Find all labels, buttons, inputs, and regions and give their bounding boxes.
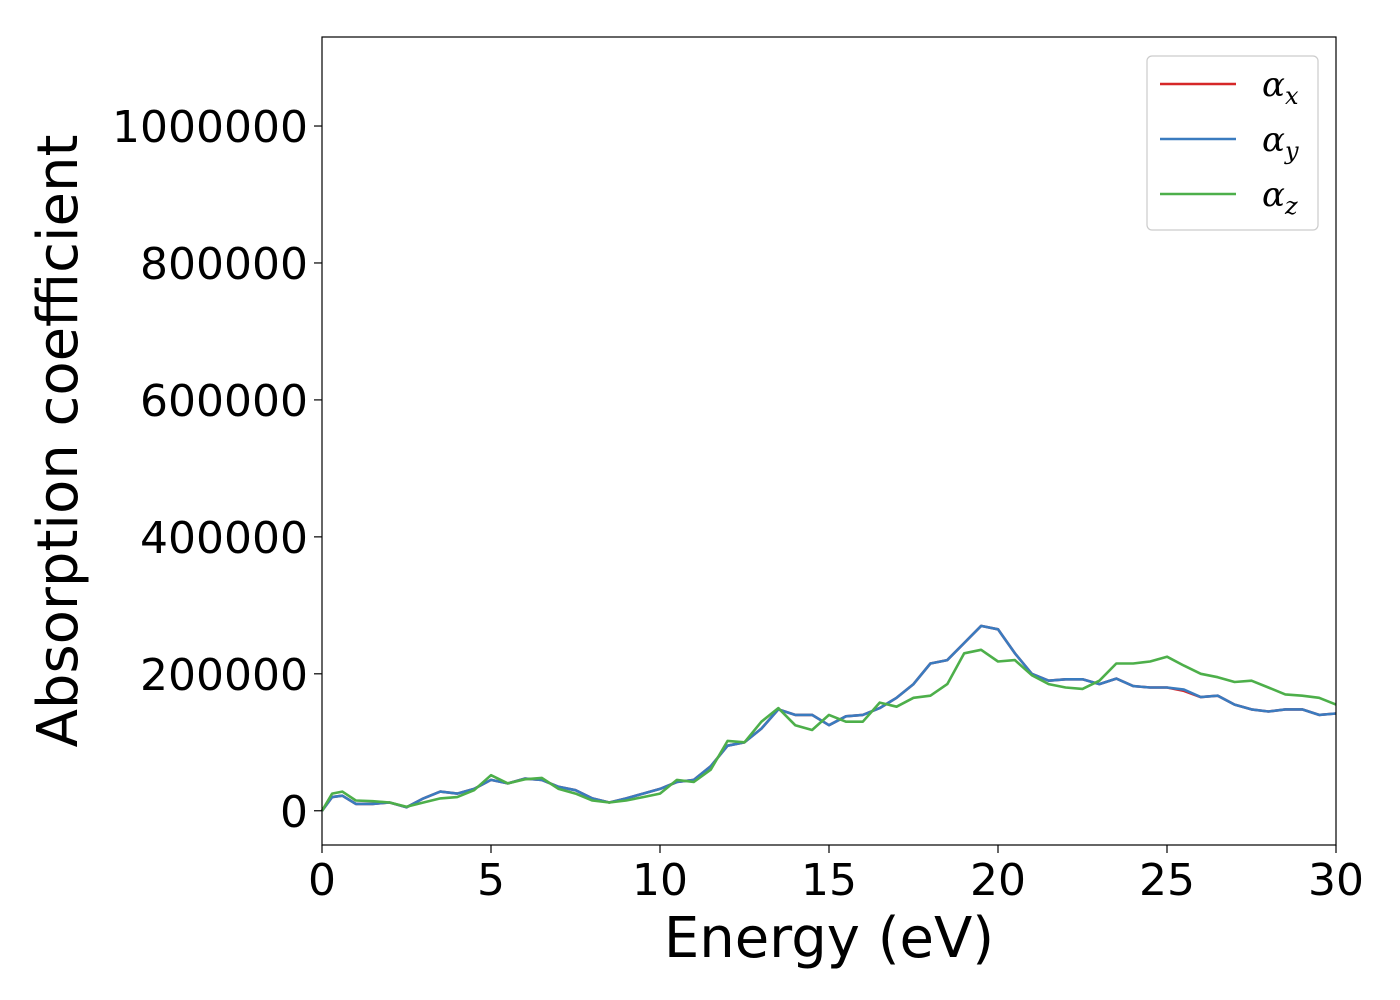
series-line-y bbox=[320, 624, 1337, 812]
legend-label-x: αx bbox=[1262, 65, 1299, 110]
x-tick-label: 30 bbox=[1308, 855, 1364, 906]
x-tick-label: 20 bbox=[970, 855, 1026, 906]
series-line-x bbox=[320, 624, 1337, 812]
y-tick-label: 1000000 bbox=[112, 102, 308, 153]
y-axis: 0 200000 400000 600000 800000 1000000 bbox=[112, 102, 322, 838]
y-tick-label: 200000 bbox=[140, 650, 308, 701]
series-line-z bbox=[320, 648, 1337, 812]
y-tick-label: 600000 bbox=[140, 376, 308, 427]
x-tick-label: 10 bbox=[632, 855, 688, 906]
x-tick-label: 5 bbox=[477, 855, 505, 906]
y-tick-label: 0 bbox=[280, 787, 308, 838]
legend-label-z: αz bbox=[1262, 175, 1298, 220]
y-tick-label: 800000 bbox=[140, 239, 308, 290]
legend-items: αx αy αz bbox=[1160, 65, 1299, 220]
x-axis: 0 5 10 15 20 25 30 bbox=[308, 845, 1364, 906]
legend-label-y: αy bbox=[1262, 120, 1299, 165]
x-tick-label: 25 bbox=[1139, 855, 1195, 906]
legend: αx αy αz bbox=[1146, 55, 1319, 231]
y-axis-title: Absorption coefficient bbox=[26, 135, 91, 748]
y-tick-label: 400000 bbox=[140, 513, 308, 564]
x-tick-label: 0 bbox=[308, 855, 336, 906]
legend-box bbox=[1146, 55, 1319, 231]
x-axis-title: Energy (eV) bbox=[664, 906, 994, 971]
x-tick-label: 15 bbox=[801, 855, 857, 906]
series-layer bbox=[320, 624, 1337, 812]
